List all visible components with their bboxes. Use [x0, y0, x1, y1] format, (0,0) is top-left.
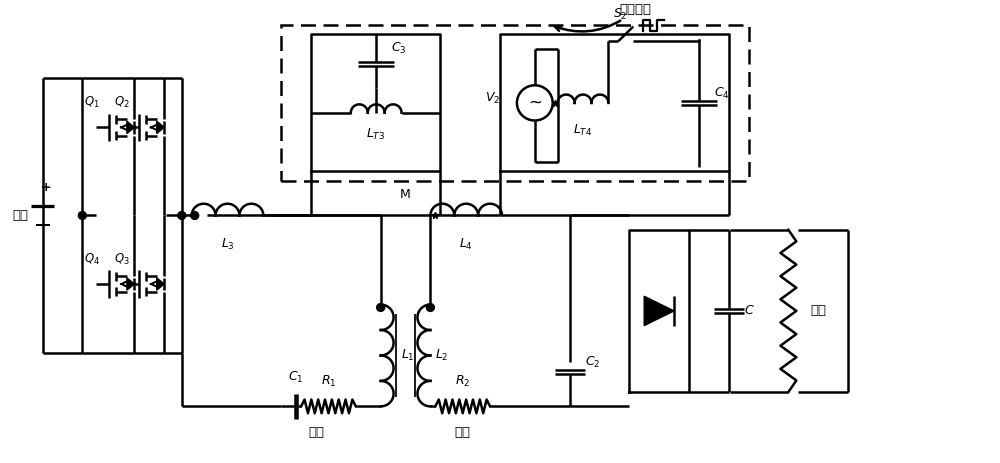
Text: $L_3$: $L_3$ [221, 237, 234, 252]
Text: $Q_4$: $Q_4$ [84, 251, 100, 267]
Text: +: + [40, 181, 51, 194]
Text: $S_2$: $S_2$ [613, 6, 628, 22]
Polygon shape [127, 121, 134, 133]
Text: $C$: $C$ [744, 305, 754, 318]
Text: 通讯模块: 通讯模块 [555, 3, 651, 31]
Text: $L_1$: $L_1$ [401, 348, 414, 363]
Text: $L_{T4}$: $L_{T4}$ [573, 123, 593, 138]
Circle shape [426, 304, 434, 312]
Polygon shape [127, 278, 134, 290]
Text: $C_3$: $C_3$ [391, 41, 406, 56]
Text: $R_1$: $R_1$ [321, 374, 336, 389]
Text: $Q_2$: $Q_2$ [114, 95, 130, 110]
Text: $C_2$: $C_2$ [585, 355, 600, 370]
Text: 副边: 副边 [455, 426, 471, 439]
Text: 原边: 原边 [308, 426, 324, 439]
Text: ~: ~ [528, 94, 542, 112]
Text: $R_2$: $R_2$ [455, 374, 470, 389]
Circle shape [78, 212, 86, 219]
Text: M: M [400, 188, 411, 201]
Polygon shape [644, 296, 674, 325]
Text: $Q_3$: $Q_3$ [114, 251, 130, 267]
Text: $C_4$: $C_4$ [714, 86, 730, 100]
Polygon shape [157, 278, 164, 290]
Circle shape [377, 304, 385, 312]
Circle shape [178, 212, 186, 219]
Text: $C_1$: $C_1$ [288, 370, 304, 385]
Text: $L_4$: $L_4$ [459, 237, 473, 252]
Text: $Q_1$: $Q_1$ [84, 95, 100, 110]
Text: 电源: 电源 [13, 209, 29, 222]
Text: 负载: 负载 [810, 305, 826, 318]
Text: $L_{T3}$: $L_{T3}$ [366, 127, 385, 143]
Text: $V_2$: $V_2$ [485, 90, 500, 106]
Polygon shape [157, 121, 164, 133]
Text: $L_2$: $L_2$ [435, 348, 449, 363]
Circle shape [191, 212, 199, 219]
